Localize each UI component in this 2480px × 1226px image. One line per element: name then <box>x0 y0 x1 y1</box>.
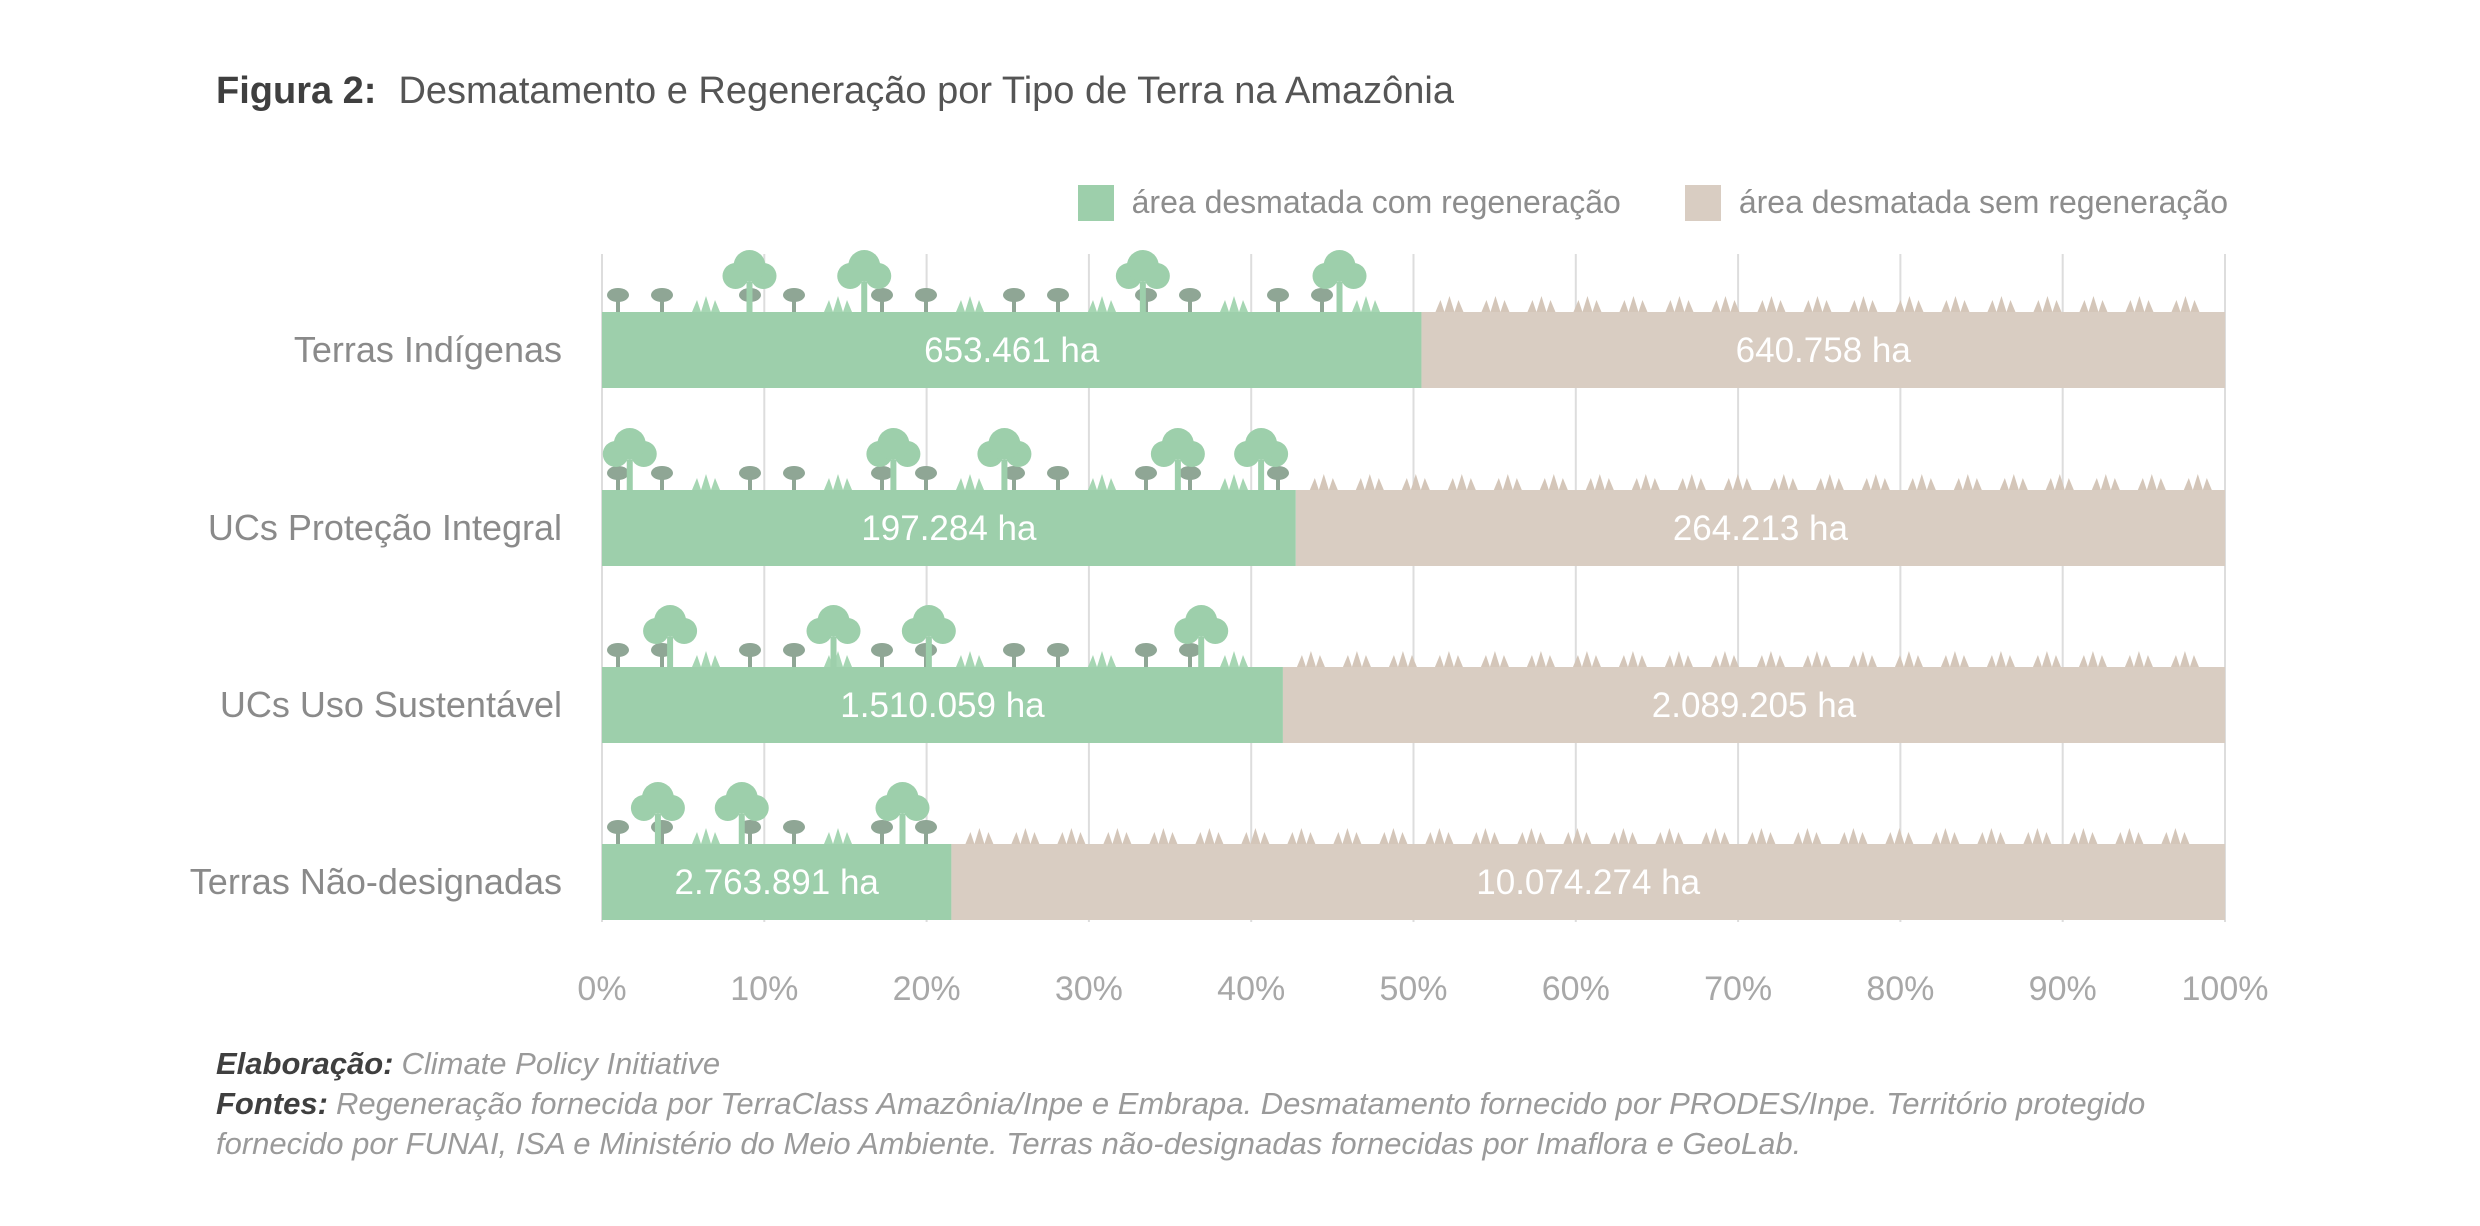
x-tick-label: 50% <box>1379 970 1447 1008</box>
value-label-regeneration: 653.461 ha <box>924 331 1100 370</box>
value-label-no-regeneration: 2.089.205 ha <box>1652 686 1857 725</box>
x-tick-label: 20% <box>893 970 961 1008</box>
figure-title-text: Desmatamento e Regeneração por Tipo de T… <box>398 70 1454 112</box>
bar-segment-no-regeneration <box>1282 667 2225 743</box>
bar-row: UCs Proteção Integral 197.284 ha 264.213 h… <box>208 428 2225 566</box>
vegetation-grass-icon <box>965 828 2190 844</box>
value-label-regeneration: 197.284 ha <box>861 509 1037 548</box>
value-label-regeneration: 2.763.891 ha <box>675 863 880 902</box>
x-tick-label: 40% <box>1217 970 1285 1008</box>
figure-label: Figura 2: <box>216 70 377 112</box>
bar-row: UCs Uso Sustentável 1.510.059 ha 2.089.205… <box>220 605 2225 743</box>
x-tick-label: 0% <box>577 970 626 1008</box>
vegetation-trees-icon <box>607 250 1380 312</box>
legend-item-no-regeneration: área desmatada sem regeneração <box>1684 184 2228 221</box>
chart-legend: área desmatada com regeneração área desm… <box>1014 184 2228 221</box>
x-tick-label: 10% <box>730 970 798 1008</box>
value-label-no-regeneration: 264.213 ha <box>1673 509 1849 548</box>
value-label-no-regeneration: 640.758 ha <box>1736 331 1912 370</box>
category-label: UCs Proteção Integral <box>208 507 562 548</box>
sources-note: Fontes: Regeneração fornecida por TerraCl… <box>216 1084 2276 1164</box>
sources-label: Fontes: <box>216 1086 328 1121</box>
vegetation-trees-icon <box>602 428 1289 490</box>
figure-notes: Elaboração: Climate Policy Initiative Fon… <box>216 1044 2276 1164</box>
figure-title: Figura 2: Desmatamento e Regeneração por … <box>216 70 1454 113</box>
bar-row: Terras Indígenas 653.461 ha 640.758 ha <box>294 250 2225 388</box>
vegetation-trees-icon <box>607 605 1248 667</box>
x-tick-label: 60% <box>1542 970 1610 1008</box>
bar-segment-regeneration <box>602 312 1422 388</box>
bar-segment-no-regeneration <box>1421 312 2225 388</box>
x-tick-label: 30% <box>1055 970 1123 1008</box>
vegetation-trees-icon <box>607 782 937 844</box>
value-label-no-regeneration: 10.074.274 ha <box>1476 863 1700 902</box>
bar-segment-regeneration <box>602 844 952 920</box>
bar-segment-no-regeneration <box>951 844 2226 920</box>
bar-row: Terras Não-designadas 2.763.891 ha 10.074.… <box>190 782 2226 920</box>
x-tick-label: 70% <box>1704 970 1772 1008</box>
elaboration-label: Elaboração: <box>216 1046 394 1081</box>
bar-segment-regeneration <box>602 667 1283 743</box>
sources-text: Regeneração fornecida por TerraClass Ama… <box>216 1086 2146 1161</box>
vegetation-grass-icon <box>1435 296 2200 312</box>
value-label-regeneration: 1.510.059 ha <box>840 686 1045 725</box>
vegetation-grass-icon <box>1309 474 2212 490</box>
legend-label-regeneration: área desmatada com regeneração <box>1131 184 1621 220</box>
x-tick-label: 90% <box>2029 970 2097 1008</box>
vegetation-grass-icon <box>1296 651 2199 667</box>
legend-swatch-no-regeneration <box>1684 184 1721 221</box>
elaboration-text: Climate Policy Initiative <box>401 1046 721 1081</box>
bar-segment-no-regeneration <box>1295 490 2225 566</box>
x-tick-label: 80% <box>1866 970 1934 1008</box>
category-label: Terras Indígenas <box>294 329 562 370</box>
legend-item-regeneration: área desmatada com regeneração <box>1077 184 1621 221</box>
legend-swatch-regeneration <box>1077 184 1114 221</box>
bars: Terras Indígenas 653.461 ha 640.758 ha UCs … <box>190 250 2226 920</box>
category-label: Terras Não-designadas <box>190 861 562 902</box>
x-axis: 0% 10% 20% 30% 40% 50% 60% 70% 80% 90% 100% <box>577 970 2268 1008</box>
elaboration-note: Elaboração: Climate Policy Initiative <box>216 1044 2276 1084</box>
x-tick-label: 100% <box>2182 970 2269 1008</box>
category-label: UCs Uso Sustentável <box>220 684 562 725</box>
bar-segment-regeneration <box>602 490 1296 566</box>
legend-label-no-regeneration: área desmatada sem regeneração <box>1738 184 2228 220</box>
